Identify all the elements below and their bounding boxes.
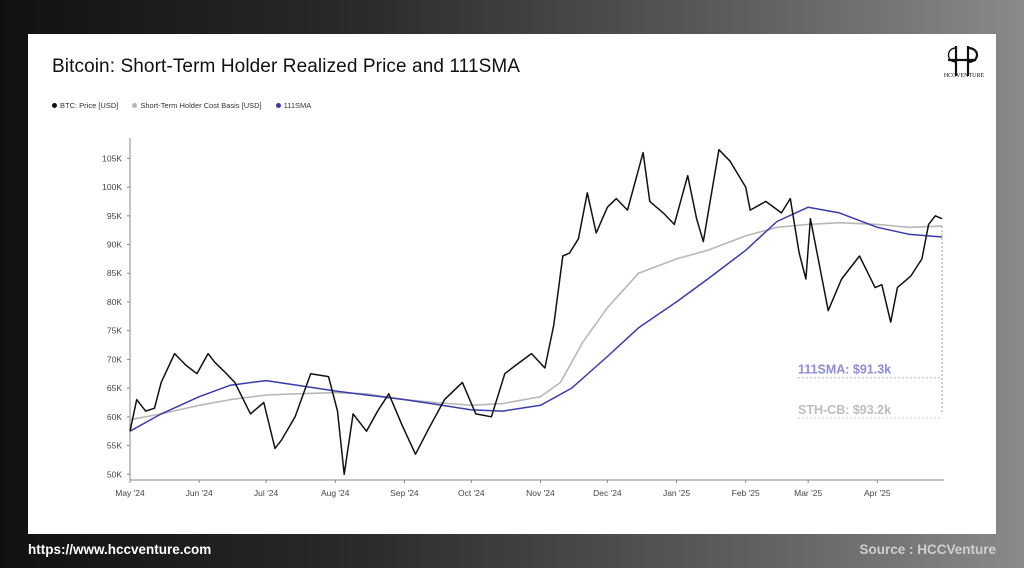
annotation-label-sth: STH-CB: $93.2k <box>798 403 891 417</box>
legend-label-sma: 111SMA <box>283 101 312 110</box>
series-line-btc-price <box>129 148 943 476</box>
y-tick-label: 75K <box>107 326 122 336</box>
legend-item-sth: Short-Term Holder Cost Basis [USD] <box>132 101 262 110</box>
y-tick-label: 95K <box>107 211 122 221</box>
legend-item-price: BTC: Price [USD] <box>52 101 118 110</box>
hcc-monogram-icon <box>947 46 979 76</box>
x-tick-label: Feb '25 <box>732 488 760 498</box>
series-line-111sma <box>129 206 943 432</box>
x-tick-label: Oct '24 <box>458 488 485 498</box>
y-tick-label: 60K <box>107 412 122 422</box>
annotation-label-111sma: 111SMA: $91.3k <box>798 363 891 377</box>
y-tick-label: 65K <box>107 383 122 393</box>
chart-legend: BTC: Price [USD] Short-Term Holder Cost … <box>52 101 311 110</box>
legend-dot-sth <box>132 103 138 108</box>
x-tick-label: Jun '24 <box>186 488 213 498</box>
y-tick-label: 50K <box>107 469 122 479</box>
legend-label-sth: Short-Term Holder Cost Basis [USD] <box>140 101 262 110</box>
x-tick-label: Sep '24 <box>390 488 419 498</box>
x-tick-label: Aug '24 <box>321 488 350 498</box>
chart-card: Bitcoin: Short-Term Holder Realized Pric… <box>28 34 996 534</box>
series-line-sth-cost-basis <box>129 221 943 421</box>
legend-dot-price <box>52 103 57 108</box>
y-tick-label: 100K <box>102 182 122 192</box>
y-tick-label: 70K <box>107 354 122 364</box>
chart-plot: 50K 55K 60K 65K 70K 75K 80K 85K 90K 95K 100K 105K Ma… <box>102 138 944 498</box>
y-tick-label: 55K <box>107 441 122 451</box>
legend-label-price: BTC: Price [USD] <box>60 101 119 110</box>
x-tick-label: Mar '25 <box>794 488 822 498</box>
y-tick-label: 85K <box>107 268 122 278</box>
logo-text: HCCVENTURE <box>943 73 985 79</box>
x-tick-label: Nov '24 <box>526 488 555 498</box>
website-link[interactable]: https://www.hccventure.com <box>28 542 212 557</box>
chart-title: Bitcoin: Short-Term Holder Realized Pric… <box>52 56 521 77</box>
source-credit: Source : HCCVenture <box>859 542 996 557</box>
x-tick-label: Jul '24 <box>254 488 279 498</box>
y-tick-label: 90K <box>107 240 122 250</box>
y-tick-label: 80K <box>107 297 122 307</box>
x-tick-label: Dec '24 <box>593 488 622 498</box>
x-tick-label: May '24 <box>115 488 145 498</box>
x-tick-label: Jan '25 <box>663 488 690 498</box>
x-tick-label: Apr '25 <box>864 488 891 498</box>
legend-item-sma: 111SMA <box>275 101 312 110</box>
y-tick-label: 105K <box>102 153 122 163</box>
legend-dot-sma <box>275 103 281 108</box>
